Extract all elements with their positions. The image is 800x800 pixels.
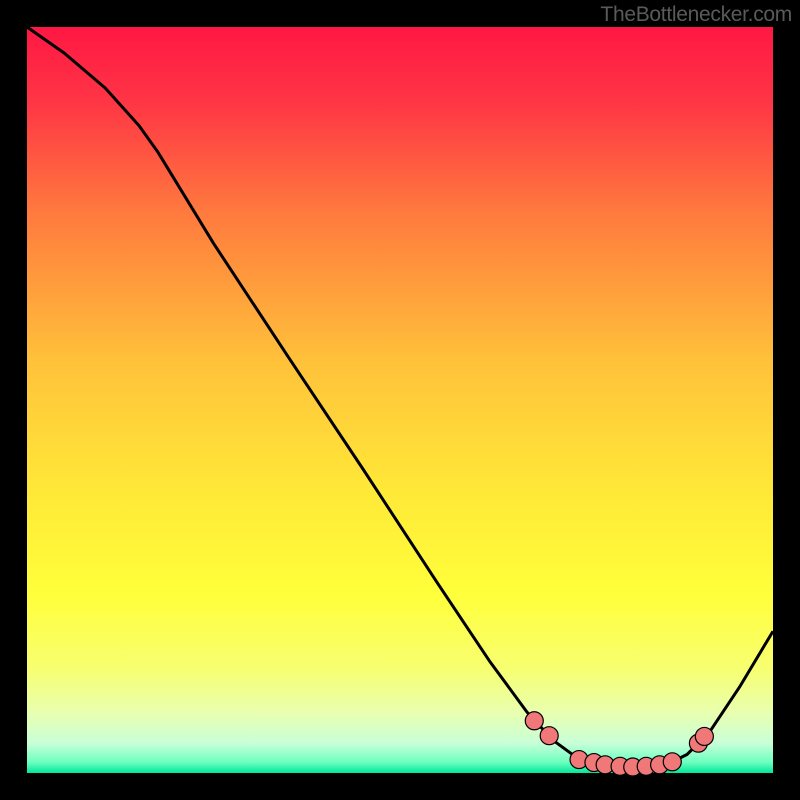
- bottleneck-chart: [0, 0, 800, 800]
- marker-point: [540, 727, 558, 745]
- marker-point: [663, 753, 681, 771]
- marker-point: [695, 727, 713, 745]
- marker-point: [525, 712, 543, 730]
- plot-background: [27, 27, 773, 773]
- watermark-label: TheBottlenecker.com: [600, 3, 792, 27]
- chart-container: TheBottlenecker.com: [0, 0, 800, 800]
